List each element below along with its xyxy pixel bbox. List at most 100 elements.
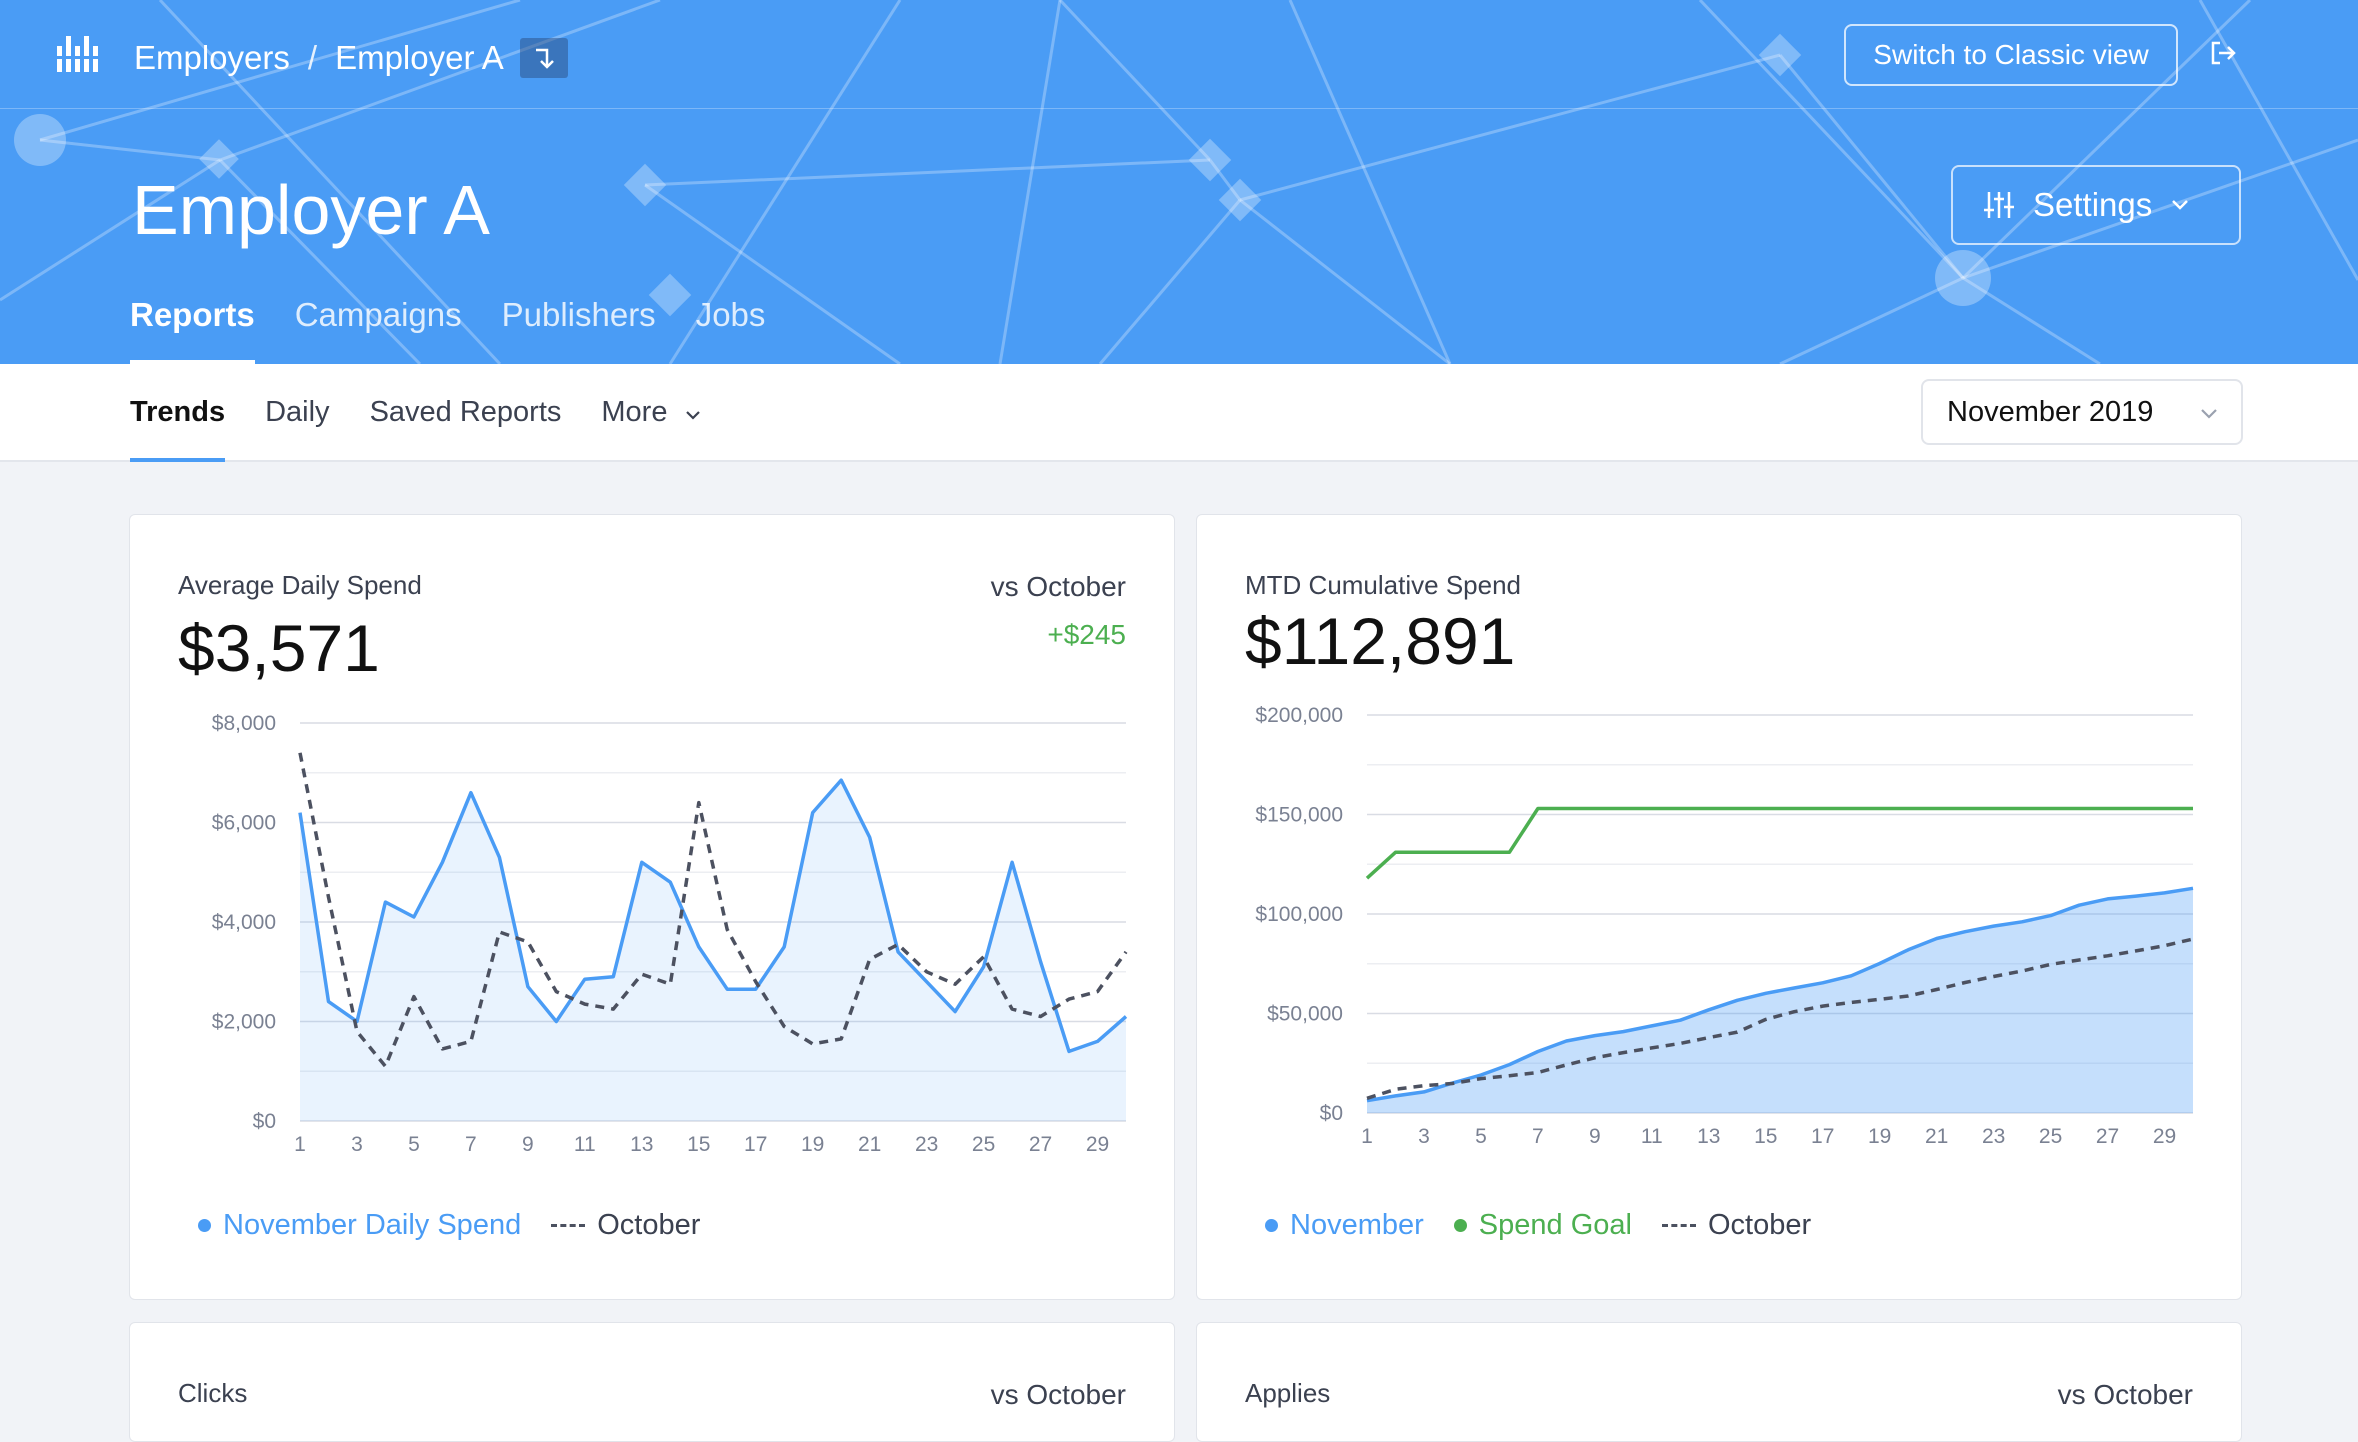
breadcrumb-employer-a: Employer A [335, 39, 504, 76]
x-tick-label: 21 [1925, 1125, 1948, 1148]
legend-november[interactable]: November [1265, 1209, 1424, 1242]
legend-october[interactable]: October [551, 1209, 700, 1242]
legend-label: November [1290, 1209, 1424, 1241]
legend-november-daily[interactable]: November Daily Spend [198, 1209, 521, 1242]
page-title: Employer A [132, 171, 490, 249]
legend-spend-goal[interactable]: Spend Goal [1453, 1209, 1632, 1242]
legend-dash [1661, 1224, 1696, 1227]
x-tick-label: 13 [630, 1133, 653, 1156]
month-select-value: November 2019 [1947, 395, 2154, 428]
subtab-more[interactable]: More [601, 364, 701, 460]
network-background [0, 0, 2358, 364]
x-tick-label: 3 [351, 1133, 363, 1156]
legend-dash [551, 1224, 586, 1227]
card-value: $3,571 [178, 611, 380, 685]
card-value: $112,891 [1245, 604, 1516, 678]
card-label: Applies [1245, 1378, 1331, 1408]
tab-reports[interactable]: Reports [130, 296, 255, 364]
settings-label: Settings [2033, 186, 2153, 223]
legend-label: November Daily Spend [223, 1209, 522, 1241]
legend-dot [198, 1219, 211, 1232]
series-line-spend-goal [1365, 806, 2193, 880]
legend-october[interactable]: October [1661, 1209, 1812, 1242]
card-label: Average Daily Spend [178, 570, 422, 600]
x-tick-label: 5 [1475, 1125, 1487, 1148]
applies-card: Applies vs October [1196, 1322, 2242, 1442]
y-tick-label: $50,000 [1267, 1003, 1343, 1026]
y-tick-label: $2,000 [212, 1011, 276, 1034]
chevron-down-icon [2201, 409, 2217, 419]
x-tick-label: 19 [1868, 1125, 1891, 1148]
x-tick-label: 19 [801, 1133, 824, 1156]
legend-label: October [597, 1209, 701, 1241]
breadcrumb: Employers / Employer A [134, 38, 568, 78]
x-tick-label: 25 [2039, 1125, 2062, 1148]
x-tick-label: 27 [2096, 1125, 2119, 1148]
legend-dot [1265, 1219, 1278, 1232]
x-tick-label: 27 [1029, 1133, 1052, 1156]
x-tick-label: 7 [1532, 1125, 1544, 1148]
subtab-saved-reports[interactable]: Saved Reports [369, 396, 562, 428]
main-nav: Reports Campaigns Publishers Jobs [130, 296, 765, 364]
x-tick-label: 21 [858, 1133, 881, 1156]
x-tick-label: 29 [2153, 1125, 2176, 1148]
x-tick-label: 1 [294, 1133, 306, 1156]
switch-classic-view-button[interactable]: Switch to Classic view [1844, 24, 2178, 86]
breadcrumb-employers[interactable]: Employers [134, 39, 290, 76]
card-delta: +$245 [1047, 619, 1126, 650]
x-tick-label: 11 [574, 1133, 596, 1156]
y-tick-label: $150,000 [1255, 804, 1343, 827]
legend-label: October [1707, 1209, 1812, 1241]
clicks-card: Clicks vs October [129, 1322, 1175, 1442]
switch-employer-button[interactable] [519, 38, 568, 78]
y-tick-label: $8,000 [212, 712, 276, 735]
x-tick-label: 17 [1811, 1125, 1834, 1148]
card-compare-label: vs October [990, 571, 1126, 602]
series-area-november-daily-spend [300, 780, 1126, 1121]
x-tick-label: 13 [1697, 1125, 1720, 1148]
card-compare-label: vs October [990, 1379, 1126, 1410]
card-label: Clicks [178, 1378, 248, 1408]
x-tick-label: 29 [1086, 1133, 1109, 1156]
tab-jobs[interactable]: Jobs [695, 296, 766, 333]
app-logo-icon[interactable] [57, 36, 101, 72]
average-daily-spend-card: Average Daily Spend $3,571 vs October +$… [129, 514, 1175, 1300]
x-tick-label: 23 [915, 1133, 938, 1156]
hero-header: Employers / Employer A Switch to Classic… [0, 0, 2358, 364]
tab-publishers[interactable]: Publishers [501, 296, 656, 333]
y-tick-label: $0 [1320, 1102, 1343, 1125]
series-line-october [298, 752, 1128, 1069]
sub-nav: Trends Daily Saved Reports More November… [0, 364, 2358, 462]
tab-campaigns[interactable]: Campaigns [294, 296, 462, 333]
month-select[interactable]: November 2019 [1921, 379, 2243, 445]
x-tick-label: 17 [744, 1133, 767, 1156]
x-tick-label: 5 [408, 1133, 420, 1156]
card-compare-label: vs October [2057, 1379, 2193, 1410]
sliders-icon [1984, 192, 2014, 218]
chevron-down-icon [2172, 200, 2189, 210]
x-tick-label: 11 [1641, 1125, 1663, 1148]
subtab-daily[interactable]: Daily [265, 396, 330, 428]
chart-legend: November Daily Spend October [198, 1209, 700, 1242]
card-label: MTD Cumulative Spend [1245, 570, 1521, 600]
x-tick-label: 25 [972, 1133, 995, 1156]
series-line-november-daily-spend [298, 778, 1128, 1054]
series-area-november [1367, 888, 2193, 1113]
settings-button[interactable]: Settings [1951, 165, 2241, 245]
x-tick-label: 1 [1361, 1125, 1373, 1148]
y-tick-label: $200,000 [1255, 704, 1343, 727]
legend-label: Spend Goal [1478, 1209, 1632, 1241]
x-tick-label: 23 [1982, 1125, 2005, 1148]
y-tick-label: $4,000 [212, 911, 276, 934]
y-tick-label: $0 [253, 1110, 276, 1133]
subtab-trends[interactable]: Trends [130, 364, 226, 462]
legend-dot [1453, 1219, 1467, 1232]
arrow-down-right-icon [535, 48, 554, 69]
logout-icon[interactable] [2208, 38, 2238, 68]
subtab-more-label: More [601, 396, 668, 428]
series-line-november [1366, 886, 2194, 1103]
x-tick-label: 9 [1589, 1125, 1601, 1148]
x-tick-label: 15 [1754, 1125, 1777, 1148]
